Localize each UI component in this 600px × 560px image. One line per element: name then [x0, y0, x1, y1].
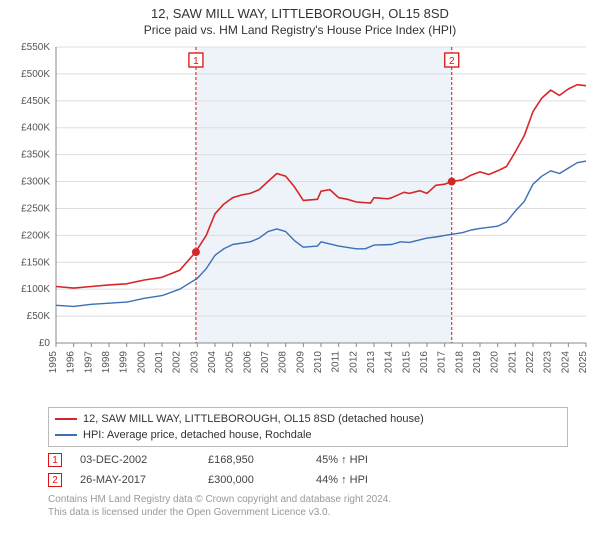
svg-text:£250K: £250K: [21, 203, 50, 214]
svg-text:£200K: £200K: [21, 230, 50, 241]
legend-item: HPI: Average price, detached house, Roch…: [55, 427, 561, 443]
svg-text:2019: 2019: [472, 351, 483, 374]
svg-text:1996: 1996: [66, 351, 77, 374]
svg-text:£100K: £100K: [21, 284, 50, 295]
svg-text:2010: 2010: [313, 351, 324, 374]
svg-text:2020: 2020: [490, 351, 501, 374]
svg-text:2004: 2004: [207, 351, 218, 374]
sale-marker-icon: 1: [48, 453, 62, 467]
svg-text:2012: 2012: [348, 351, 359, 374]
svg-text:2021: 2021: [507, 351, 518, 374]
sale-marker-icon: 2: [48, 473, 62, 487]
legend-label: 12, SAW MILL WAY, LITTLEBOROUGH, OL15 8S…: [83, 413, 424, 425]
svg-text:£50K: £50K: [27, 311, 51, 322]
svg-text:2002: 2002: [172, 351, 183, 374]
svg-text:2017: 2017: [437, 351, 448, 374]
footer-line: This data is licensed under the Open Gov…: [48, 506, 568, 519]
svg-text:2008: 2008: [278, 351, 289, 374]
chart-title: 12, SAW MILL WAY, LITTLEBOROUGH, OL15 8S…: [10, 6, 590, 21]
sale-row: 1 03-DEC-2002 £168,950 45% ↑ HPI: [48, 453, 568, 467]
chart-area: £0 £50K £100K £150K £200K £250K £300K £350K £400…: [10, 43, 590, 401]
footer-line: Contains HM Land Registry data © Crown c…: [48, 493, 568, 506]
legend-swatch: [55, 434, 77, 436]
svg-text:2016: 2016: [419, 351, 430, 374]
svg-text:2011: 2011: [331, 351, 342, 373]
svg-text:1997: 1997: [83, 351, 94, 374]
svg-text:£0: £0: [39, 338, 51, 349]
svg-text:1999: 1999: [119, 351, 130, 374]
svg-text:2: 2: [449, 56, 455, 67]
svg-text:1998: 1998: [101, 351, 112, 374]
svg-text:2025: 2025: [578, 351, 589, 374]
legend-swatch: [55, 418, 77, 420]
sale-row: 2 26-MAY-2017 £300,000 44% ↑ HPI: [48, 473, 568, 487]
svg-text:2015: 2015: [401, 351, 412, 374]
sale-pct: 45% ↑ HPI: [316, 454, 396, 466]
svg-text:£350K: £350K: [21, 150, 50, 161]
svg-text:2014: 2014: [384, 351, 395, 374]
svg-text:2003: 2003: [189, 351, 200, 374]
sale-price: £300,000: [208, 474, 298, 486]
svg-text:£400K: £400K: [21, 123, 50, 134]
svg-text:2023: 2023: [543, 351, 554, 374]
svg-text:1: 1: [193, 56, 199, 67]
svg-text:2001: 2001: [154, 351, 165, 374]
chart-subtitle: Price paid vs. HM Land Registry's House …: [10, 23, 590, 37]
svg-text:2000: 2000: [136, 351, 147, 374]
sale-pct: 44% ↑ HPI: [316, 474, 396, 486]
svg-text:2009: 2009: [295, 351, 306, 374]
line-chart: £0 £50K £100K £150K £200K £250K £300K £350K £400…: [10, 43, 590, 401]
footer-attribution: Contains HM Land Registry data © Crown c…: [48, 493, 568, 519]
svg-text:£500K: £500K: [21, 69, 50, 80]
svg-text:2006: 2006: [242, 351, 253, 374]
svg-text:1995: 1995: [48, 351, 59, 374]
legend: 12, SAW MILL WAY, LITTLEBOROUGH, OL15 8S…: [48, 407, 568, 447]
legend-item: 12, SAW MILL WAY, LITTLEBOROUGH, OL15 8S…: [55, 411, 561, 427]
svg-text:2005: 2005: [225, 351, 236, 374]
svg-text:£450K: £450K: [21, 96, 50, 107]
svg-text:2007: 2007: [260, 351, 271, 374]
svg-text:2024: 2024: [560, 351, 571, 374]
svg-text:2013: 2013: [366, 351, 377, 374]
sales-list: 1 03-DEC-2002 £168,950 45% ↑ HPI 2 26-MA…: [48, 453, 568, 487]
svg-text:2022: 2022: [525, 351, 536, 374]
svg-text:£150K: £150K: [21, 257, 50, 268]
sale-price: £168,950: [208, 454, 298, 466]
legend-label: HPI: Average price, detached house, Roch…: [83, 429, 312, 441]
title-block: 12, SAW MILL WAY, LITTLEBOROUGH, OL15 8S…: [10, 6, 590, 37]
svg-text:£300K: £300K: [21, 177, 50, 188]
sale-date: 26-MAY-2017: [80, 474, 190, 486]
svg-text:£550K: £550K: [21, 43, 50, 53]
sale-date: 03-DEC-2002: [80, 454, 190, 466]
svg-text:2018: 2018: [454, 351, 465, 374]
